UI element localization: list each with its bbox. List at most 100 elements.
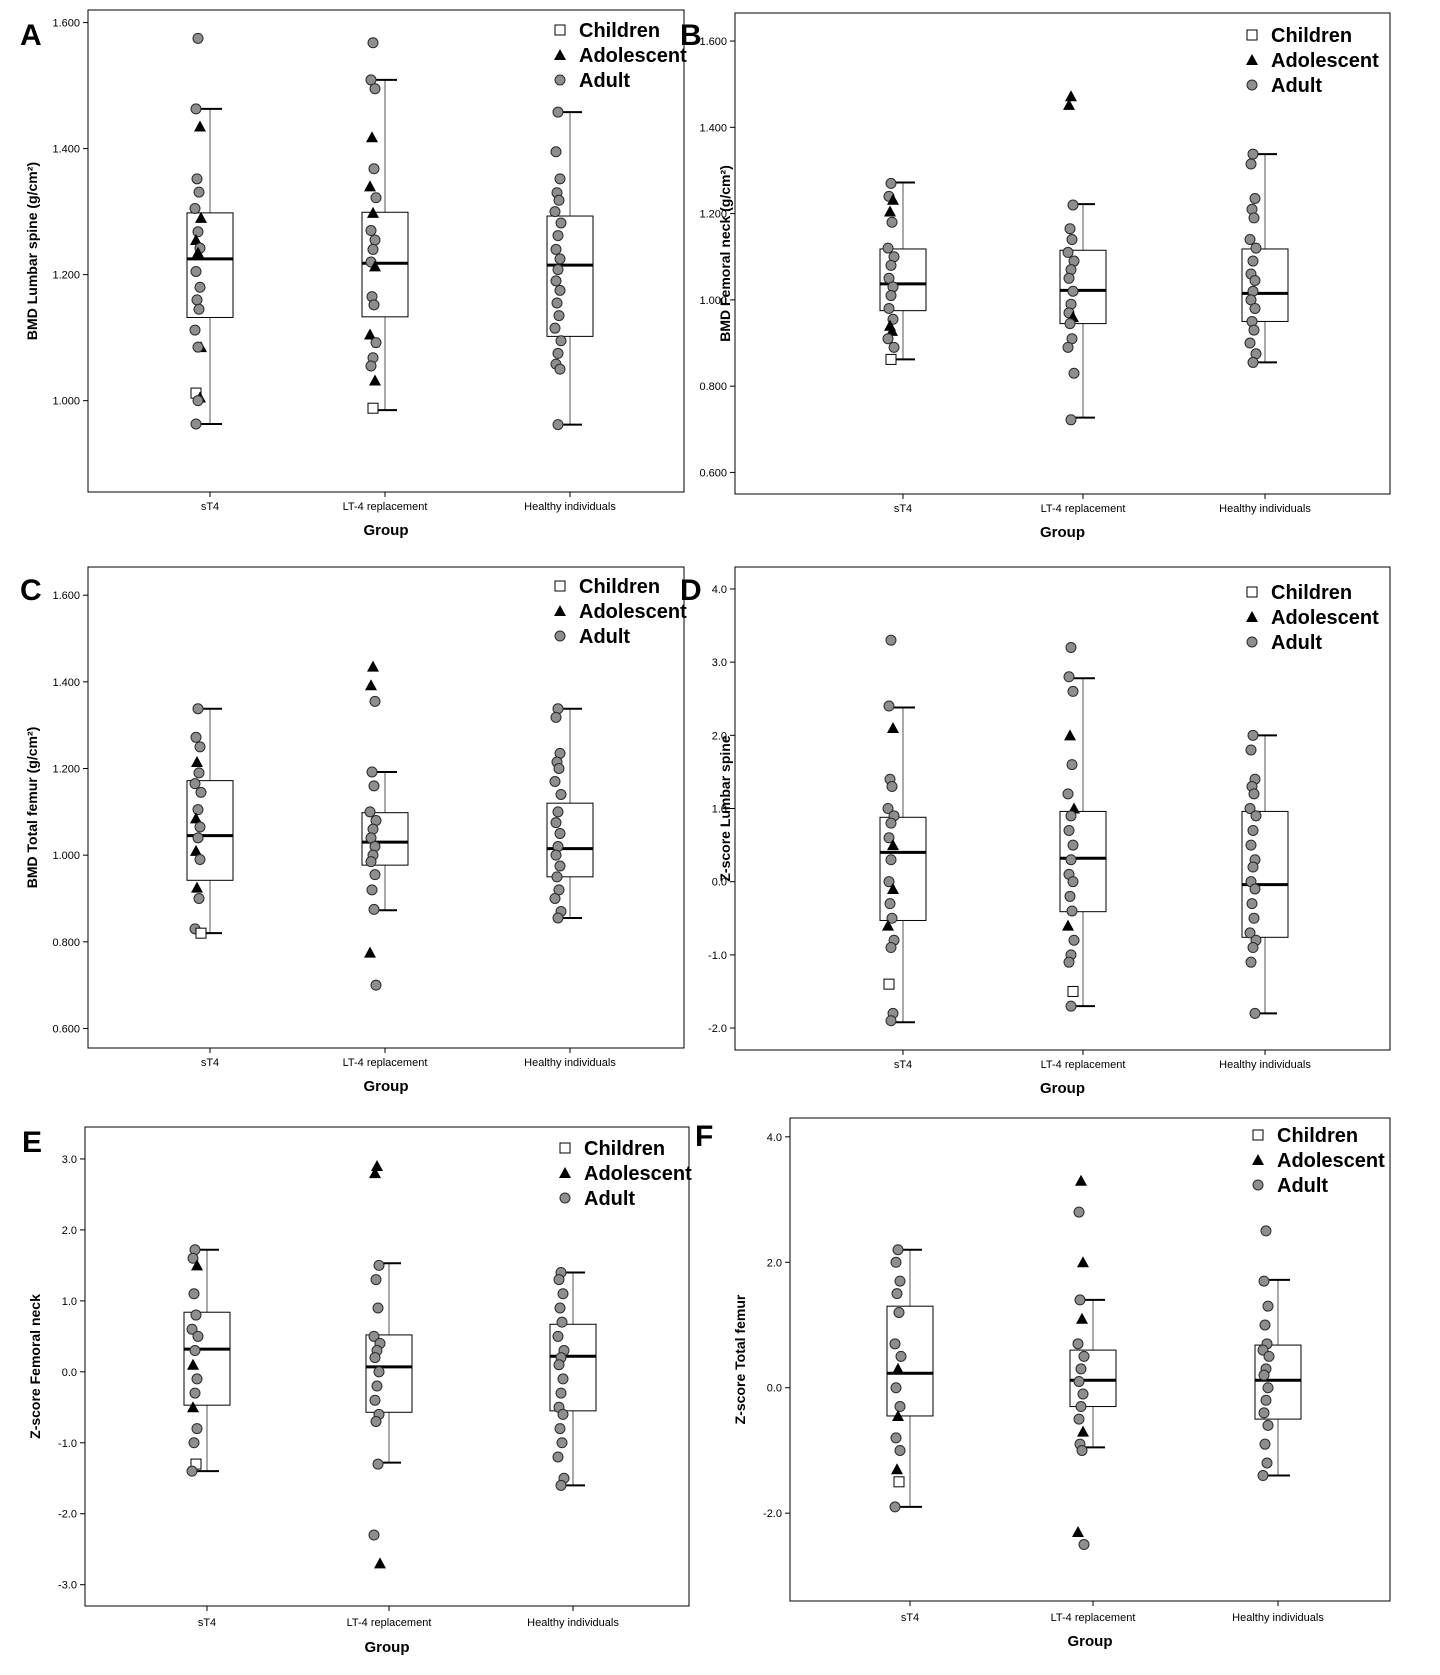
adult-marker [1068,934,1080,946]
adult-marker [886,216,898,228]
adult-marker [190,265,202,277]
y-tick-label: 0.800 [52,937,80,949]
adolescent-marker [190,233,202,245]
adult-marker [1249,1007,1261,1019]
adult-marker [368,780,380,792]
y-tick-label: 0.600 [52,1024,80,1036]
adult-marker [1244,337,1256,349]
adult-marker [192,395,204,407]
adult-marker [193,893,205,904]
adult-marker [1246,79,1258,91]
children-marker [883,978,895,990]
adult-marker [365,225,377,237]
points-group-1 [882,177,900,365]
legend-label-children: Children [579,576,660,598]
points-group-1 [189,32,207,430]
y-tick-label: 1.600 [699,36,727,48]
adolescent-marker [364,946,376,958]
adult-marker [1062,246,1074,258]
legend-label-adult: Adult [1271,632,1322,654]
y-axis-label: Z-score Total femur [732,1294,748,1424]
adult-marker [552,1330,564,1342]
adult-marker [366,766,378,778]
y-tick-label: -2.0 [763,1508,782,1520]
points-group-1 [889,1244,907,1513]
iqr-box [186,212,234,318]
adult-marker [193,303,205,315]
points-group-2 [1062,642,1080,1012]
y-tick-label: 0.0 [712,877,727,889]
y-tick-label: 1.000 [52,396,80,408]
adult-marker [552,347,564,359]
panel-letter: A [20,19,42,52]
adolescent-marker [887,193,899,205]
adolescent-marker [1063,98,1075,110]
iqr-box [186,780,234,881]
panel-letter: C [20,574,42,607]
legend-label-children: Children [1277,1125,1358,1147]
adolescent-marker [1072,1526,1084,1537]
y-tick-label: -1.0 [58,1438,77,1450]
adolescent-marker [559,1167,571,1178]
y-tick-label: 0.600 [699,467,727,479]
adult-marker [191,1423,203,1435]
adult-marker [894,1275,906,1287]
adult-marker [190,103,202,115]
adult-marker [1065,642,1077,653]
adult-marker [1067,285,1079,297]
adult-marker [1247,942,1259,954]
adolescent-marker [364,180,376,192]
adult-marker [189,1345,201,1357]
points-group-3 [1244,148,1262,368]
plot-frame [87,9,685,493]
children-marker [554,24,566,36]
adult-marker [373,1259,385,1271]
adult-marker [1067,876,1079,888]
x-tick-label: LT-4 replacement [1051,1612,1136,1624]
adult-marker [190,1309,202,1321]
y-tick-label: 4.0 [767,1132,782,1144]
adult-marker [883,876,895,888]
adolescent-marker [191,1259,203,1271]
x-tick-label: Healthy individuals [524,1057,616,1069]
panel-f: F -2.0 0.0 2.0 4.0 Z-score Total femur sT4 LT-4… [695,1117,1391,1650]
children-marker [195,927,207,939]
adult-marker [189,202,201,214]
x-tick-label: Healthy individuals [1232,1612,1324,1624]
adult-marker [372,1302,384,1314]
box-1 [183,1248,231,1473]
adult-marker [1244,803,1256,814]
legend-label-children: Children [1271,582,1352,604]
x-axis-label: Group [1040,524,1085,541]
adult-marker [552,264,564,276]
y-tick-label: 4.0 [712,584,727,596]
adolescent-marker [366,131,378,143]
adult-marker [549,206,561,218]
adult-marker [1244,927,1256,939]
legend-label-adolescent: Adolescent [579,45,687,67]
adult-marker [189,778,201,790]
points-group-3 [549,106,567,431]
adult-marker [192,804,204,816]
points-group-3 [1257,1225,1275,1482]
points-group-2 [364,660,382,991]
adult-marker [1076,1444,1088,1456]
adult-marker [1075,1401,1087,1413]
x-tick-label: sT4 [201,1057,219,1069]
adult-marker [892,1244,904,1256]
iqr-box [1059,810,1107,913]
adult-marker [1245,744,1257,756]
adolescent-marker [554,49,566,60]
adult-marker [555,1387,567,1399]
adolescent-marker [1064,729,1076,741]
adult-marker [1066,905,1078,917]
legend: Children Adolescent Adult [1246,582,1379,654]
adult-marker [1065,810,1077,822]
panel-d: D -2.0 -1.0 0.0 1.0 2.0 3.0 4.0 Z-score Lumbar s… [680,566,1391,1097]
adult-marker [192,226,204,238]
adolescent-marker [892,1409,904,1421]
x-axis-label: Group [365,1639,410,1656]
adult-marker [1248,788,1260,800]
iqr-box [1254,1344,1302,1420]
adult-marker [552,419,564,431]
